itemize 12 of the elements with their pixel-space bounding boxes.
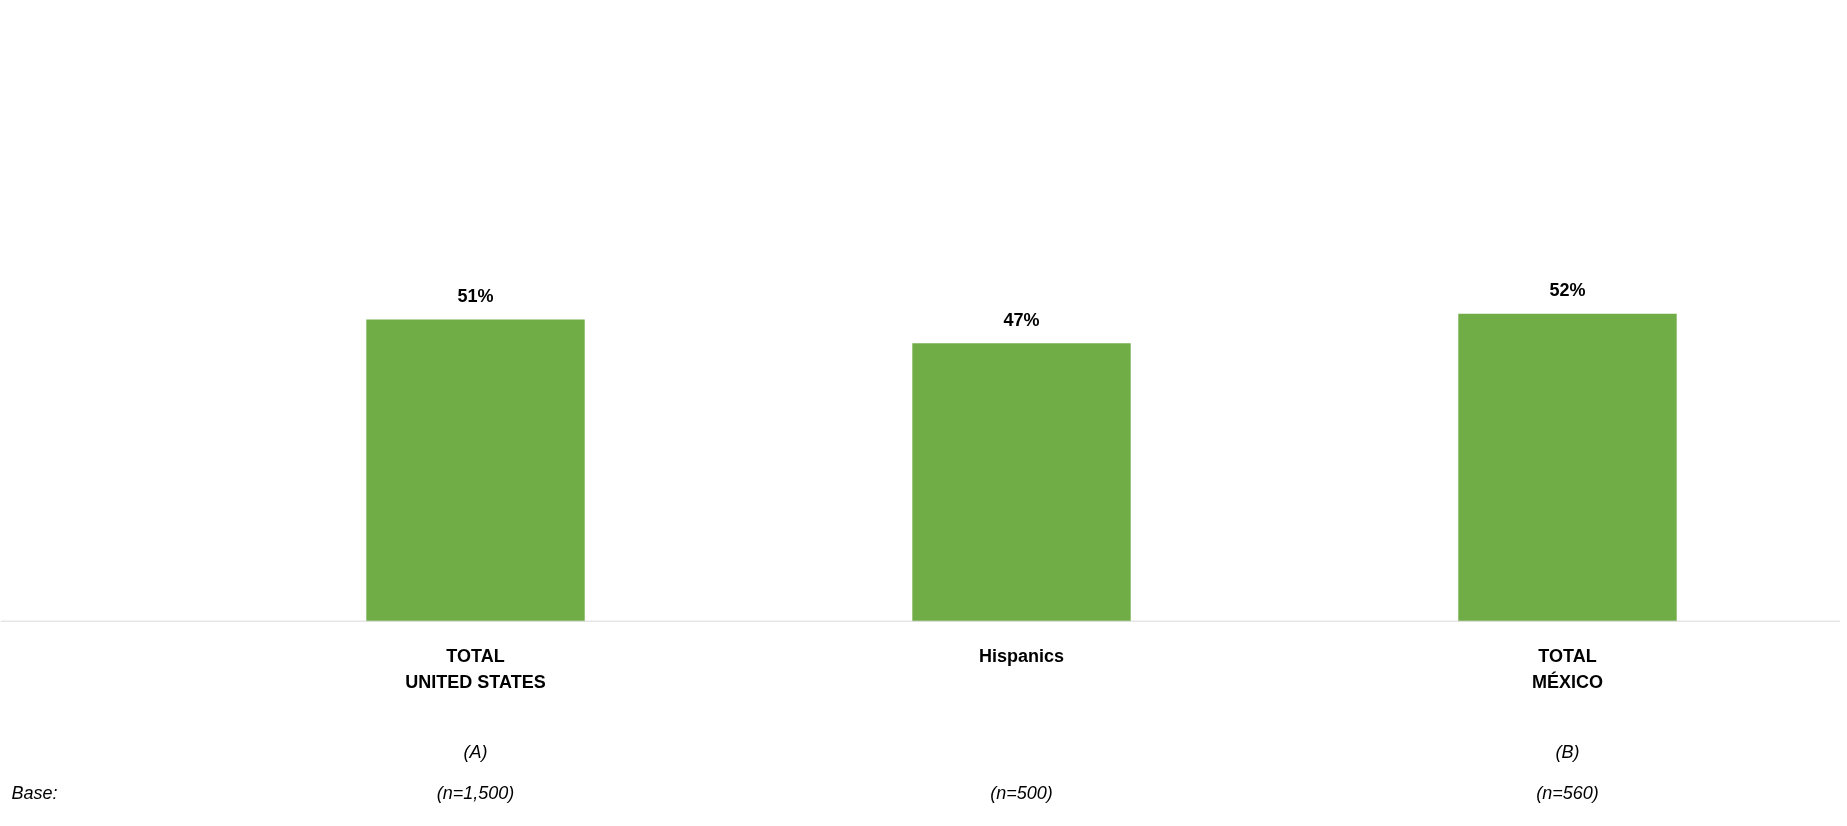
x-tick-label: TOTAL MÉXICO bbox=[1532, 646, 1604, 693]
x-tick-label: Hispanics bbox=[978, 646, 1065, 667]
text: (n=500) bbox=[990, 783, 1053, 804]
text: (n=560) bbox=[1536, 783, 1599, 804]
text: (n=1,500) bbox=[436, 783, 515, 804]
data-label: 52% bbox=[1549, 280, 1586, 301]
x-tick-label: TOTAL UNITED STATES bbox=[405, 646, 546, 693]
text: (B) bbox=[1555, 742, 1580, 763]
data-label: 47% bbox=[1003, 309, 1040, 330]
text: Base: bbox=[11, 783, 58, 804]
data-label: 51% bbox=[457, 285, 494, 306]
text: (A) bbox=[463, 742, 488, 763]
